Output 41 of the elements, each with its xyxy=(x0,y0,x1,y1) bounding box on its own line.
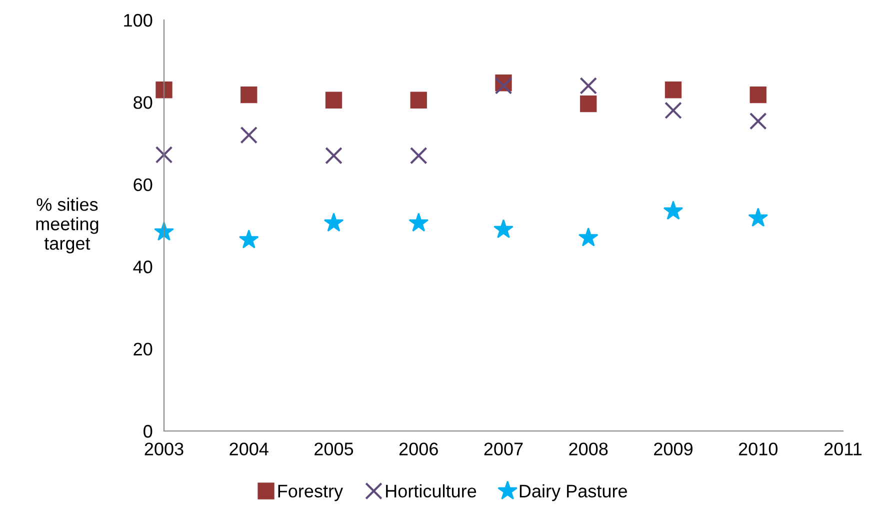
x-tick-label: 2005 xyxy=(314,442,354,456)
y-tick-label: 80 xyxy=(134,96,152,109)
point xyxy=(750,86,766,104)
y-tick-label: 60 xyxy=(134,178,152,192)
point xyxy=(664,102,682,120)
point xyxy=(749,112,767,130)
y-axis-title: % sities meeting target xyxy=(36,198,98,254)
point xyxy=(578,227,598,246)
point xyxy=(494,219,514,238)
x-tick-label: 2008 xyxy=(569,442,608,456)
point xyxy=(324,212,344,232)
point xyxy=(494,77,512,94)
point xyxy=(238,229,259,248)
point xyxy=(325,146,342,164)
point xyxy=(240,86,258,104)
point xyxy=(580,77,598,94)
x-tick-label: 2011 xyxy=(824,442,862,456)
legend-label: Forestry xyxy=(278,484,344,502)
point xyxy=(748,208,768,227)
point xyxy=(580,96,597,112)
point xyxy=(408,212,429,232)
point xyxy=(155,146,173,164)
point xyxy=(664,82,682,98)
x-tick-label: 2006 xyxy=(399,442,438,456)
point xyxy=(410,146,428,164)
x-tick-label: 2007 xyxy=(484,442,523,456)
point xyxy=(325,92,342,108)
legend-label: Horticulture xyxy=(386,484,476,498)
y-tick-label: 40 xyxy=(133,260,152,274)
x-tick-label: 2010 xyxy=(738,442,778,456)
point xyxy=(663,200,684,220)
y-tick-label: 0 xyxy=(144,424,152,438)
x-tick-label: 2003 xyxy=(144,442,184,456)
point xyxy=(410,92,427,108)
x-tick-label: 2004 xyxy=(230,442,268,456)
point xyxy=(156,82,172,98)
x-tick-label: 2009 xyxy=(654,442,692,456)
y-tick-label: 20 xyxy=(134,342,152,356)
legend-label: Dairy Pasture xyxy=(520,484,627,502)
point xyxy=(240,126,258,144)
y-tick-label: 100 xyxy=(124,14,152,27)
